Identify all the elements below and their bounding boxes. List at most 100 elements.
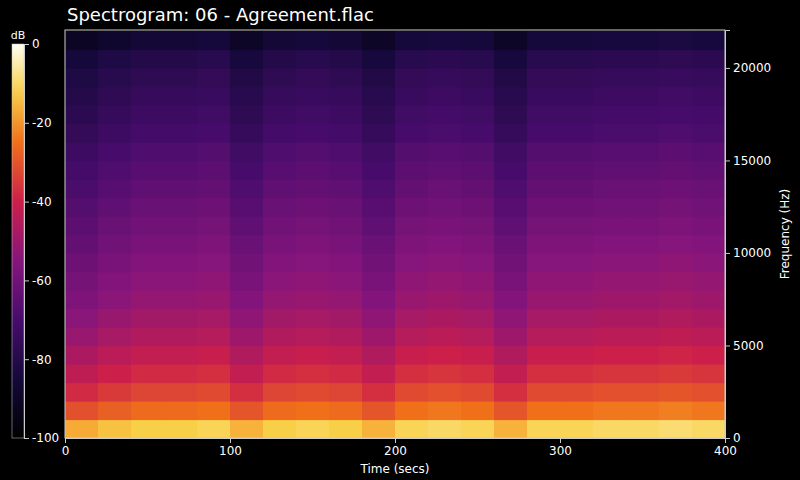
heatmap-cell [428, 234, 462, 253]
heatmap-cell [626, 105, 660, 124]
heatmap-cell [560, 364, 594, 383]
heatmap-cell [659, 401, 693, 420]
heatmap-cell [131, 253, 165, 272]
heatmap-cell [263, 142, 297, 161]
tick-label: 100 [219, 444, 242, 458]
heatmap-cell [659, 86, 693, 105]
heatmap-cell [98, 308, 132, 327]
heatmap-cell [395, 179, 429, 198]
tick-mark [24, 202, 29, 203]
heatmap-cell [98, 105, 132, 124]
heatmap-cell [65, 86, 99, 105]
heatmap-cell [659, 197, 693, 216]
heatmap-cell [296, 253, 330, 272]
tick-label: 15000 [733, 154, 771, 168]
heatmap-cell [98, 327, 132, 346]
heatmap-cell [659, 290, 693, 309]
tick-label: 20000 [733, 61, 771, 75]
heatmap-cell [329, 216, 363, 235]
heatmap-cell [329, 401, 363, 420]
heatmap-cell [329, 160, 363, 179]
heatmap-cell [65, 290, 99, 309]
heatmap-cell [131, 197, 165, 216]
heatmap-cell [131, 308, 165, 327]
heatmap-cell [263, 345, 297, 364]
tick-mark [24, 359, 29, 360]
heatmap-cell [296, 401, 330, 420]
heatmap-cell [362, 327, 396, 346]
heatmap-cell [461, 142, 495, 161]
heatmap-cell [263, 68, 297, 87]
tick: 0 [725, 431, 741, 445]
heatmap-cell [461, 345, 495, 364]
heatmap-cell [263, 327, 297, 346]
heatmap-cell [560, 160, 594, 179]
heatmap-cell [626, 327, 660, 346]
heatmap-cell [659, 68, 693, 87]
heatmap-cell [395, 308, 429, 327]
heatmap-cell [461, 179, 495, 198]
heatmap-cell [692, 271, 725, 290]
heatmap-cell [164, 271, 198, 290]
heatmap-cell [593, 364, 627, 383]
heatmap-cell [65, 308, 99, 327]
heatmap-cell [560, 271, 594, 290]
heatmap-cell [692, 253, 725, 272]
heatmap-cell [560, 290, 594, 309]
heatmap-cell [230, 86, 264, 105]
heatmap-cell [527, 142, 561, 161]
heatmap-cell [164, 179, 198, 198]
tick: -80 [24, 353, 52, 367]
heatmap-cell [626, 123, 660, 142]
heatmap-cell [296, 31, 330, 50]
heatmap-cell [560, 31, 594, 50]
heatmap-cell [560, 345, 594, 364]
heatmap-cell [593, 271, 627, 290]
heatmap-cell [197, 234, 231, 253]
heatmap-cell [494, 382, 528, 401]
tick-mark [24, 280, 29, 281]
heatmap-cell [428, 382, 462, 401]
heatmap-cell [527, 290, 561, 309]
heatmap-cell [461, 271, 495, 290]
heatmap-cell [230, 234, 264, 253]
heatmap-cell [659, 142, 693, 161]
heatmap-cell [131, 345, 165, 364]
heatmap-cell [659, 123, 693, 142]
tick-mark [725, 253, 730, 254]
heatmap-cell [230, 68, 264, 87]
heatmap-cell [560, 234, 594, 253]
heatmap-cell [296, 179, 330, 198]
heatmap-cell [197, 253, 231, 272]
heatmap-cell [593, 308, 627, 327]
heatmap-cell [692, 197, 725, 216]
heatmap-cell [98, 364, 132, 383]
heatmap-cell [428, 271, 462, 290]
heatmap-cell [593, 234, 627, 253]
heatmap-cell [98, 49, 132, 68]
heatmap-cell [164, 364, 198, 383]
x-axis: 0100200300400 [62, 438, 737, 458]
heatmap-cell [395, 253, 429, 272]
heatmap-cell [65, 271, 99, 290]
heatmap-cell [230, 364, 264, 383]
heatmap-cell [362, 401, 396, 420]
heatmap-cell [98, 31, 132, 50]
heatmap-cell [329, 49, 363, 68]
heatmap-cell [296, 142, 330, 161]
heatmap-cell [362, 142, 396, 161]
heatmap-cell [197, 86, 231, 105]
heatmap-cell [362, 49, 396, 68]
heatmap-cell [329, 123, 363, 142]
heatmap-cell [362, 308, 396, 327]
heatmap-cell [527, 123, 561, 142]
heatmap-cell [65, 401, 99, 420]
heatmap-cell [692, 308, 725, 327]
heatmap-cell [395, 364, 429, 383]
heatmap-cell [164, 105, 198, 124]
heatmap-cell [263, 160, 297, 179]
heatmap-cell [626, 419, 660, 438]
heatmap-cell [164, 86, 198, 105]
heatmap-cell [626, 364, 660, 383]
tick: -20 [24, 116, 52, 130]
